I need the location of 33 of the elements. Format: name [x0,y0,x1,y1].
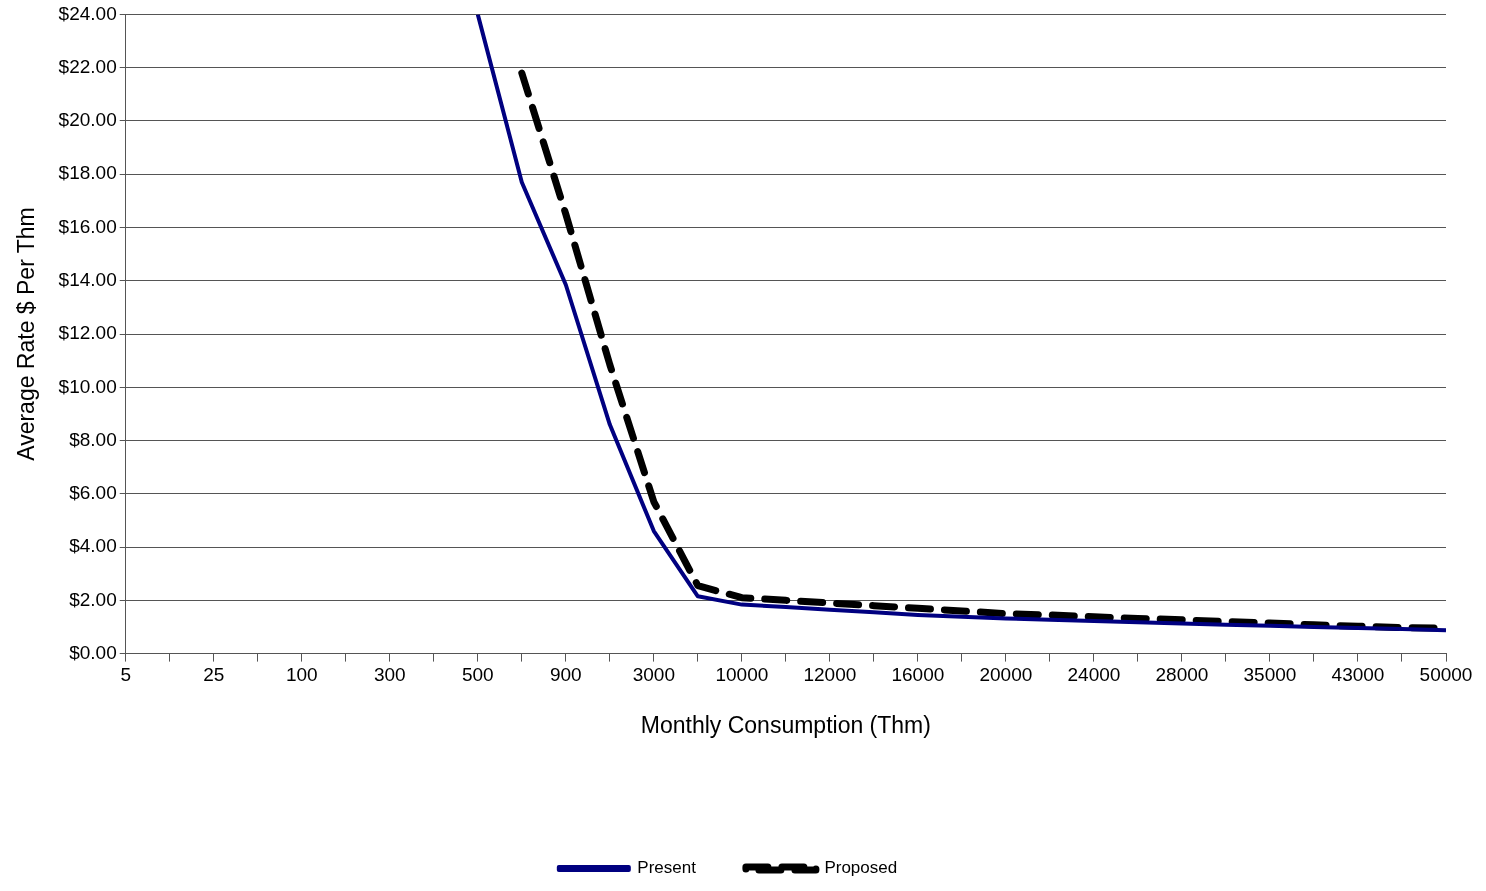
y-tick-label: $2.00 [69,588,117,610]
y-tick-label: $6.00 [69,482,117,504]
x-tick-label: 35000 [1243,664,1297,686]
x-tick-label: 50000 [1419,664,1473,686]
x-tick-label: 24000 [1067,664,1121,686]
y-tick-label: $24.00 [58,2,117,24]
x-tick-label: 28000 [1155,664,1209,686]
y-tick-label: $4.00 [69,535,117,557]
x-tick-label: 300 [373,664,406,686]
x-tick-label: 43000 [1331,664,1385,686]
x-tick-label: 16000 [891,664,945,686]
y-tick-label: $20.00 [58,109,117,131]
legend-label: Proposed [824,858,898,878]
x-tick-label: 3000 [632,664,675,686]
x-tick-label: 100 [285,664,318,686]
x-axis-title: Monthly Consumption (Thm) [640,711,931,738]
y-tick-label: $22.00 [58,55,117,77]
y-tick-label: $18.00 [58,162,117,184]
x-tick-label: 12000 [803,664,857,686]
y-tick-label: $10.00 [58,375,117,397]
x-tick-label: 25 [203,664,225,686]
y-tick-label: $0.00 [69,641,117,663]
y-tick-label: $8.00 [69,428,117,450]
y-tick-label: $14.00 [58,268,117,290]
x-tick-label: 10000 [715,664,769,686]
y-axis-title: Average Rate $ Per Thm [13,207,40,461]
y-tick-label: $12.00 [58,322,117,344]
x-tick-label: 900 [549,664,582,686]
x-tick-label: 5 [120,664,131,686]
legend-label: Present [637,858,697,878]
x-tick-label: 20000 [979,664,1033,686]
x-tick-label: 500 [461,664,494,686]
y-tick-label: $16.00 [58,215,117,237]
